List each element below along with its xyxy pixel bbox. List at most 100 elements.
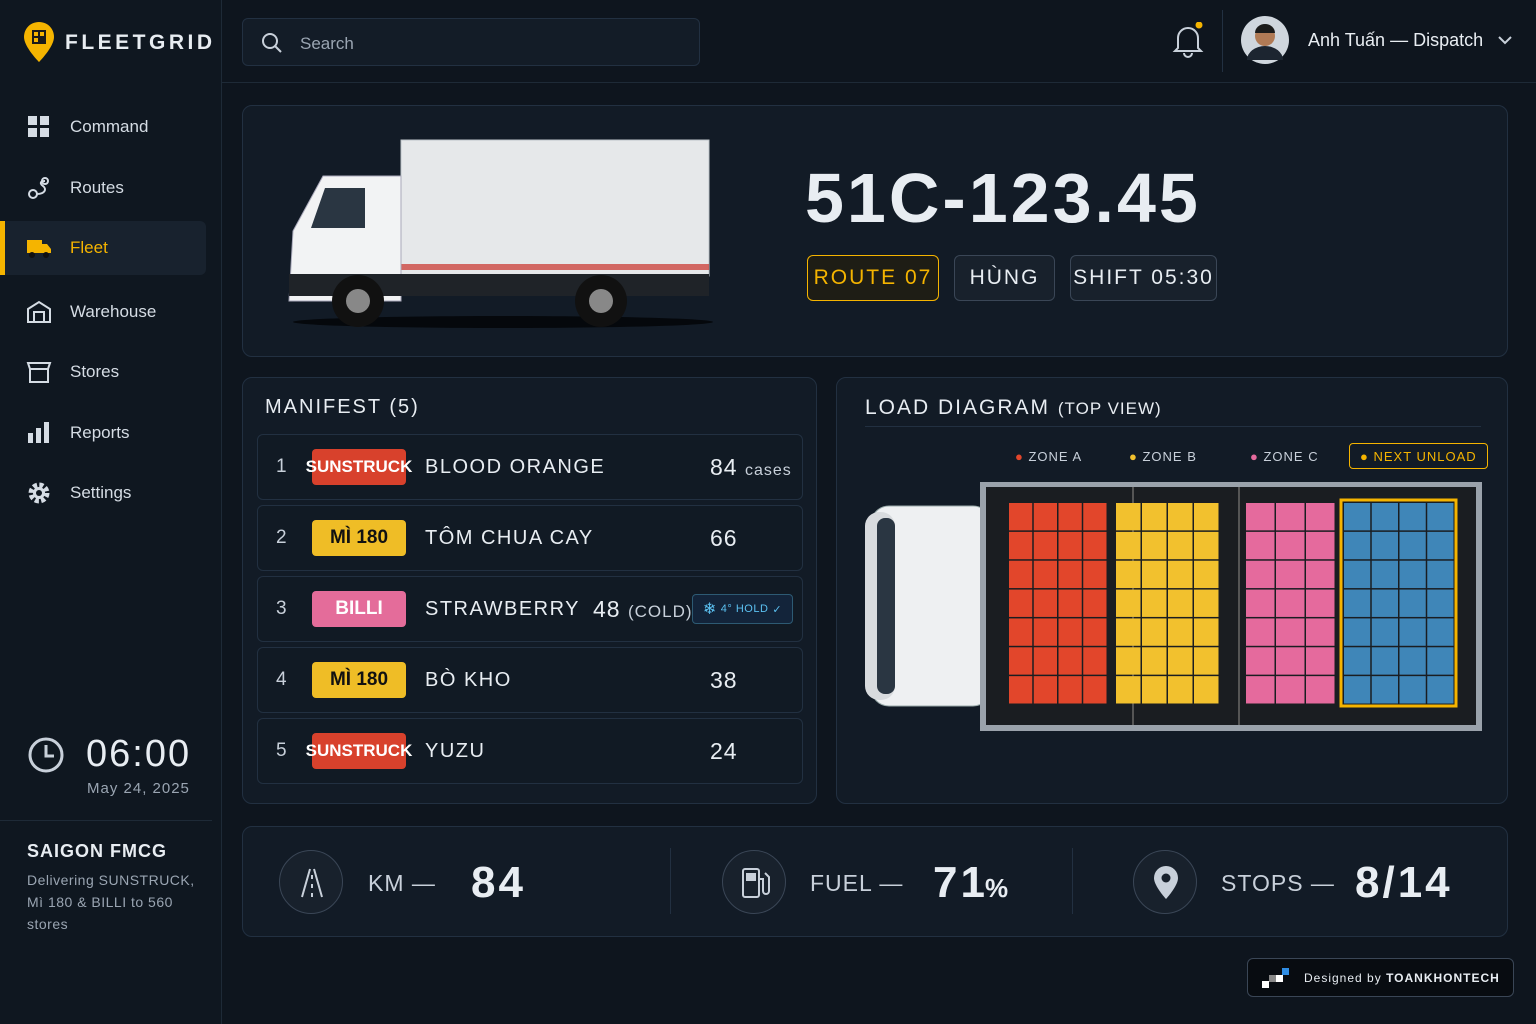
credit-name: TOANKHONTECH (1386, 970, 1500, 985)
manifest-count: (5) (389, 396, 420, 418)
user-name[interactable]: Anh Tuấn — Dispatch (1308, 30, 1484, 50)
cargo-case (1344, 503, 1371, 531)
legend-zone-a: ● ZONE A (1015, 449, 1083, 464)
manifest-row: 1 SUNSTRUCK BLOOD ORANGE 84 cases (257, 434, 803, 500)
cargo-case (1371, 589, 1398, 617)
stat-unit: % (985, 873, 1009, 903)
nav-item[interactable]: Routes (0, 161, 206, 215)
fuel-icon (722, 850, 786, 914)
stat-label: FUEL — (810, 870, 904, 896)
product-name: TÔM CHUA CAY (425, 526, 594, 549)
nav-label: Settings (70, 483, 132, 502)
cargo-case (1116, 589, 1141, 617)
cargo-case (1033, 560, 1057, 589)
cargo-case (1033, 647, 1057, 675)
logo-icon (24, 22, 54, 62)
nav-icon (27, 300, 51, 323)
manifest-title: MANIFEST (265, 396, 382, 418)
cargo-case (1399, 503, 1426, 531)
cargo-case (1427, 589, 1454, 617)
nav-icon (28, 116, 49, 137)
search-box[interactable]: Search (242, 18, 700, 66)
cargo-case (1168, 589, 1193, 617)
cargo-case (1116, 503, 1141, 531)
row-index: 2 (276, 527, 289, 548)
topbar: Search Anh Tuấn — Dispatch (222, 0, 1536, 83)
cargo-case (1371, 560, 1398, 589)
nav-icon (28, 482, 50, 504)
quantity: 38 (710, 667, 738, 694)
cargo-case (1344, 531, 1371, 560)
nav-label: Routes (70, 178, 124, 197)
quantity: 48 (COLD) (593, 596, 693, 623)
cargo-case (1083, 647, 1107, 675)
notification-bell[interactable] (1172, 22, 1204, 58)
hold-label: 4° HOLD (720, 603, 769, 615)
cargo-case (1009, 589, 1033, 617)
cargo-case (1009, 531, 1033, 560)
cargo-case (1116, 531, 1141, 560)
stats-panel (242, 826, 1508, 937)
cargo-case (1194, 560, 1219, 589)
nav-item[interactable]: Settings (0, 466, 206, 520)
stat-value: 8/14 (1355, 858, 1453, 907)
cargo-case (1399, 676, 1426, 704)
nav-item[interactable]: Reports (0, 406, 206, 460)
cargo-case (1194, 589, 1219, 617)
quantity-unit: (COLD) (627, 601, 693, 621)
nav-item[interactable]: Warehouse (0, 285, 206, 339)
nav-item[interactable]: Stores (0, 345, 206, 399)
cargo-case (1246, 676, 1275, 704)
cargo-case (1371, 618, 1398, 646)
cargo-case (1276, 589, 1305, 617)
cargo-case (1083, 531, 1107, 560)
stat-value: 84 (471, 858, 526, 907)
nav-icon (26, 362, 52, 383)
cargo-case (1142, 589, 1167, 617)
cargo-case (1427, 618, 1454, 646)
nav-item[interactable]: Fleet (0, 221, 206, 275)
cargo-case (1194, 531, 1219, 560)
cargo-case (1058, 531, 1082, 560)
cargo-case (1427, 647, 1454, 675)
cargo-case (1083, 503, 1107, 531)
cargo-case (1276, 560, 1305, 589)
legend-zone-c: ● ZONE C (1250, 449, 1319, 464)
next-unload-outline (1339, 498, 1458, 708)
nav-icon (28, 177, 49, 199)
credit-logo (1262, 967, 1289, 988)
load-diagram-panel: LOAD DIAGRAM (TOP VIEW) ● ZONE A ● ZONE … (836, 377, 1508, 804)
shift-tag: SHIFT 05:30 (1070, 255, 1217, 301)
cargo-case (1033, 676, 1057, 704)
cargo-case (1142, 503, 1167, 531)
sidebar: FLEETGRID Command Routes Fleet Warehouse Sto… (0, 0, 222, 1024)
legend-label: ZONE A (1028, 449, 1083, 464)
cargo-case (1142, 531, 1167, 560)
cargo-case (1344, 676, 1371, 704)
manifest-row: 2 MÌ 180 TÔM CHUA CAY 66 (257, 505, 803, 571)
divider (1072, 848, 1073, 914)
credit-badge: Designed by TOANKHONTECH (1247, 958, 1514, 997)
cargo-case (1306, 589, 1335, 617)
cargo-case (1306, 531, 1335, 560)
load-diagram-title: LOAD DIAGRAM (865, 396, 1051, 419)
avatar[interactable] (1241, 16, 1289, 64)
nav-item[interactable]: Command (0, 100, 206, 154)
nav-label: Warehouse (70, 302, 157, 321)
credit-prefix: Designed by (1304, 970, 1382, 985)
cargo-case (1142, 676, 1167, 704)
company-name: SAIGON FMCG (27, 841, 167, 861)
quantity: 66 (710, 525, 738, 552)
cargo-case (1194, 647, 1219, 675)
cargo-case (1033, 618, 1057, 646)
product-name: BÒ KHO (425, 668, 512, 691)
cargo-case (1371, 647, 1398, 675)
cargo-case (1427, 676, 1454, 704)
cargo-case (1142, 647, 1167, 675)
clock-icon (28, 737, 64, 773)
cargo-case (1083, 560, 1107, 589)
nav-icon (27, 240, 51, 258)
quantity: 24 (710, 738, 738, 765)
user-menu-chevron[interactable] (1497, 34, 1513, 46)
cargo-case (1344, 589, 1371, 617)
